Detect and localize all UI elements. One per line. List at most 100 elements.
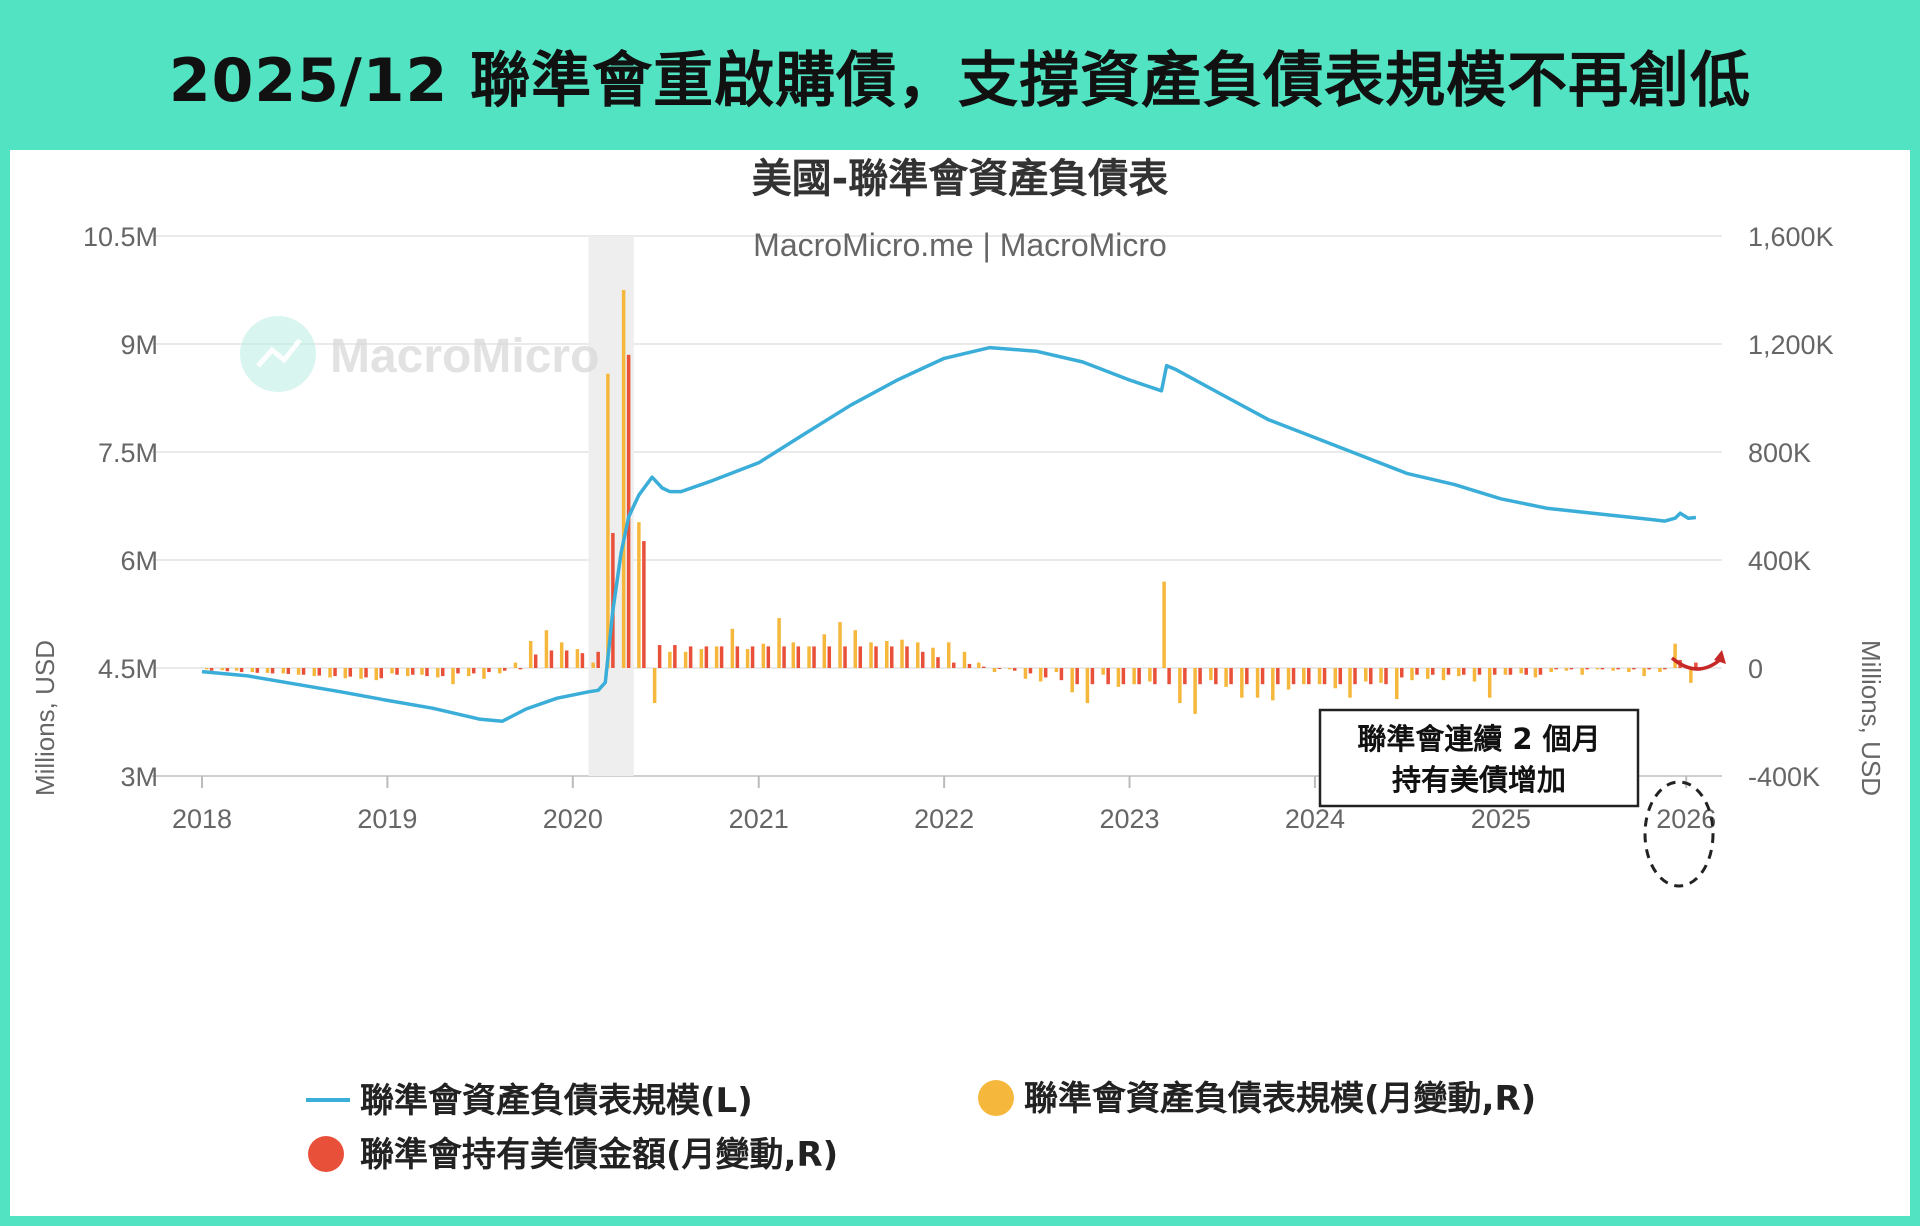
headline: 2025/12 聯準會重啟購債，支撐資產負債表規模不再創低 — [168, 45, 1752, 116]
bar-balance-change — [312, 668, 317, 677]
bar-treasury-change — [704, 646, 709, 668]
bar-treasury-change — [719, 646, 724, 668]
bar-treasury-change — [533, 654, 538, 668]
bar-balance-change — [528, 641, 533, 668]
bar-treasury-change — [1632, 668, 1636, 670]
bar-treasury-change — [735, 646, 740, 668]
bar-treasury-change — [1245, 668, 1249, 685]
axes: 3M -400K 4.5M 0 6M 400K 7.5M 800K 9M 1,200K 10.5M 1… — [83, 222, 1834, 834]
chart-subtitle: MacroMicro.me | MacroMicro — [753, 227, 1167, 263]
bar-treasury-change — [1415, 668, 1419, 675]
watermark-text: MacroMicro — [330, 330, 599, 383]
bar-balance-change — [931, 647, 935, 668]
bar-treasury-change — [1694, 662, 1698, 668]
bar-treasury-change — [364, 668, 368, 678]
chart-panel: MacroMicro 3M -400K 4.5M 0 6M 400K 7.5M 800K 9M 1… — [10, 150, 1910, 1216]
legend-item-balance-change[interactable]: 聯準會資產負債表規模(月變動,R) — [978, 1079, 1536, 1119]
bar-balance-change — [591, 662, 595, 668]
bar-balance-change — [1070, 668, 1074, 693]
bar-treasury-change — [858, 646, 863, 668]
annotation-box: 聯準會連續 2 個月 持有美債增加 — [1318, 708, 1640, 808]
bar-balance-change — [296, 668, 301, 675]
bar-balance-change — [637, 522, 641, 668]
bar-balance-change — [652, 668, 657, 704]
bar-balance-change — [513, 662, 518, 668]
x-tick-label: 2021 — [729, 804, 789, 834]
bar-treasury-change — [1647, 668, 1651, 670]
x-tick-label: 2023 — [1099, 804, 1159, 834]
bar-treasury-change — [1554, 668, 1558, 670]
bar-balance-change — [699, 649, 704, 668]
grid — [152, 235, 1722, 777]
y-right-tick-label: -400K — [1748, 762, 1820, 792]
y-right-tick-label: 1,200K — [1748, 330, 1834, 360]
y-left-tick-label: 9M — [120, 330, 158, 360]
bar-balance-change — [575, 649, 580, 668]
bar-treasury-change — [1585, 668, 1589, 670]
bar-treasury-change — [1075, 668, 1079, 685]
bar-treasury-change — [843, 646, 847, 668]
bar-treasury-change — [580, 653, 585, 668]
bar-balance-change — [730, 628, 735, 668]
bar-treasury-change — [1600, 668, 1605, 670]
bar-treasury-change — [487, 668, 491, 673]
bar-balance-change — [1564, 668, 1569, 671]
bar-treasury-change — [209, 668, 214, 671]
bar-balance-change — [807, 646, 811, 668]
recession-shading — [588, 236, 634, 776]
bar-balance-change — [406, 668, 410, 677]
bar-treasury-change — [518, 668, 523, 670]
legend-item-balance[interactable]: 聯準會資產負債表規模(L) — [306, 1081, 753, 1121]
chart-title: 美國-聯準會資產負債表 — [752, 156, 1169, 202]
bar-treasury-change — [286, 668, 291, 674]
bar-balance-change — [359, 668, 363, 679]
bar-treasury-change — [379, 668, 384, 679]
bar-balance-change — [1364, 668, 1368, 682]
bar-balance-change — [234, 668, 239, 671]
y-axis-right-label: Millions, USD — [1856, 640, 1886, 796]
bar-balance-change — [451, 668, 455, 685]
bar-balance-change — [745, 649, 750, 668]
bar-balance-change — [1209, 668, 1213, 681]
bar-treasury-change — [564, 650, 569, 668]
bar-treasury-change — [1012, 668, 1017, 671]
bar-balance-change — [869, 642, 873, 668]
bar-balance-change — [1642, 668, 1646, 677]
bar-balance-change — [1533, 668, 1538, 678]
bar-treasury-change — [936, 657, 940, 668]
bar-treasury-change — [1121, 668, 1126, 685]
bar-balance-change — [1673, 643, 1677, 668]
bar-treasury-change — [1167, 668, 1171, 685]
bar-treasury-change — [1291, 668, 1296, 685]
legend-label-balance-change: 聯準會資產負債表規模(月變動,R) — [1024, 1079, 1536, 1119]
bar-treasury-change — [317, 668, 322, 676]
legend-item-treasury-change[interactable]: 聯準會持有美債金額(月變動,R) — [308, 1135, 838, 1175]
bar-balance-change — [466, 668, 471, 677]
y-left-tick-label: 7.5M — [98, 438, 158, 468]
bar-treasury-change — [782, 646, 786, 668]
bar-balance-change — [1317, 668, 1322, 685]
bar-treasury-change — [1477, 668, 1482, 675]
bar-balance-change — [900, 639, 904, 668]
bar-treasury-change — [1214, 668, 1218, 685]
bar-treasury-change — [1137, 668, 1141, 685]
bar-balance-change — [1162, 581, 1166, 668]
bar-balance-change — [777, 618, 781, 668]
bar-treasury-change — [1106, 668, 1110, 685]
bar-treasury-change — [239, 668, 244, 673]
bar-treasury-change — [1198, 668, 1202, 685]
bar-balance-change — [1503, 668, 1508, 675]
bar-treasury-change — [225, 668, 230, 672]
bar-treasury-change — [1384, 668, 1388, 685]
bar-treasury-change — [270, 668, 275, 674]
bar-treasury-change — [1524, 668, 1528, 675]
bar-balance-change — [559, 642, 564, 668]
bar-treasury-change — [997, 668, 1002, 669]
bar-balance-change — [1410, 668, 1414, 681]
legend: 聯準會資產負債表規模(L) 聯準會資產負債表規模(月變動,R) 聯準會持有美債金… — [306, 1079, 1536, 1175]
bar-treasury-change — [951, 662, 956, 668]
bar-treasury-change — [827, 646, 832, 668]
bar-treasury-change — [688, 646, 693, 668]
bar-treasury-change — [440, 668, 445, 677]
bar-balance-change — [1611, 668, 1615, 671]
